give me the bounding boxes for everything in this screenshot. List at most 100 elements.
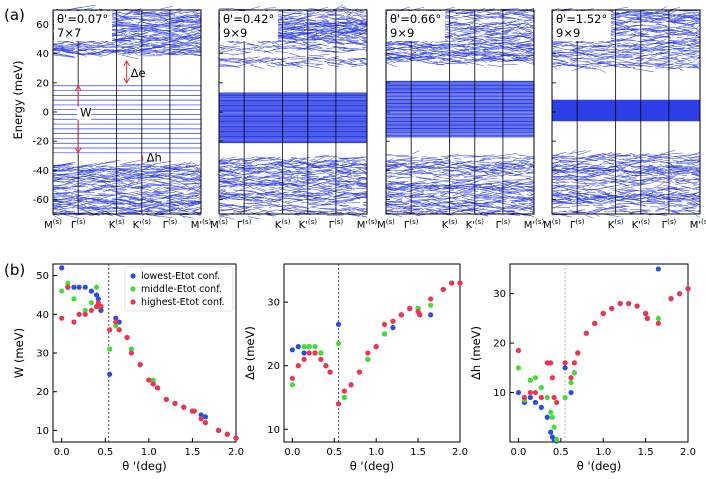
- data-point: [548, 429, 554, 435]
- band-line: [218, 56, 367, 68]
- data-point: [59, 288, 65, 294]
- y-tick-label: 10: [267, 425, 280, 436]
- kpoint-label: K'(s): [133, 218, 152, 231]
- data-point: [128, 350, 135, 356]
- y-tick-label: -40: [33, 166, 49, 177]
- data-point: [301, 344, 307, 350]
- band-line: [52, 193, 202, 201]
- band-line: [385, 51, 535, 64]
- data-point: [428, 312, 434, 318]
- data-point: [88, 300, 94, 306]
- data-point: [71, 319, 77, 325]
- band-line: [551, 50, 701, 61]
- data-point: [163, 396, 169, 403]
- data-point: [551, 424, 557, 430]
- band-line: [385, 200, 535, 211]
- kpoint-label: K'(s): [632, 218, 651, 231]
- data-point: [655, 266, 661, 272]
- kpoint-label: K(s): [275, 218, 291, 231]
- band-line: [385, 51, 535, 63]
- data-point: [128, 346, 135, 352]
- data-point: [306, 344, 312, 350]
- data-point: [548, 360, 554, 366]
- data-point: [562, 365, 568, 371]
- band-line: [218, 182, 368, 190]
- band-panel: -60 -40 -20 0 20 40 60 M(s) Γ(s) K(s) K'(s) Γ(s) M'(…: [33, 4, 212, 231]
- data-point: [154, 385, 161, 391]
- data-point: [82, 311, 88, 317]
- delta-h-label: Δh: [147, 151, 162, 165]
- band-line: [551, 182, 701, 194]
- w-label: W: [80, 105, 91, 119]
- band-line: [52, 170, 202, 181]
- data-point: [295, 344, 301, 350]
- band-line: [52, 179, 202, 191]
- data-point: [191, 408, 197, 414]
- band-line: [52, 170, 202, 181]
- x-tick-label: 2.0: [452, 447, 468, 458]
- band-line: [551, 152, 701, 160]
- band-line: [385, 201, 535, 212]
- band-line: [52, 190, 201, 196]
- data-point: [538, 385, 544, 391]
- data-point: [150, 377, 156, 383]
- x-tick-label: 0.5: [97, 447, 113, 458]
- data-point: [301, 356, 307, 362]
- data-point: [554, 436, 560, 443]
- data-point: [107, 327, 113, 333]
- data-point: [124, 334, 130, 341]
- band-line: [551, 175, 701, 186]
- band-line: [551, 40, 701, 53]
- kpoint-label: M'(s): [690, 218, 706, 231]
- band-line: [551, 204, 701, 211]
- band-line: [385, 157, 535, 171]
- cell-label: 7×7: [57, 26, 81, 40]
- band-line: [52, 163, 199, 178]
- kpoint-label: M(s): [44, 218, 62, 231]
- panel-b-label: (b): [4, 261, 25, 279]
- data-point: [390, 318, 396, 324]
- data-point: [318, 350, 324, 356]
- scatter-frame: [509, 263, 689, 443]
- band-line: [551, 179, 696, 187]
- data-point: [107, 371, 113, 377]
- kpoint-label: K'(s): [466, 218, 485, 231]
- data-point: [348, 382, 354, 388]
- x-tick-label: 1.5: [638, 447, 654, 458]
- data-point: [515, 365, 522, 371]
- x-tick-label: 1.5: [410, 447, 426, 458]
- band-line: [218, 195, 368, 205]
- data-point: [440, 286, 446, 293]
- legend-label: middle-Etot conf.: [141, 284, 222, 295]
- band-panel: M(s) Γ(s) K(s) K'(s) Γ(s) M'(s) θ'=1.52°9×9: [543, 6, 706, 231]
- data-point: [107, 346, 113, 352]
- angle-box: [54, 11, 112, 41]
- x-tick-label: 1.0: [368, 447, 384, 458]
- band-line: [218, 163, 368, 176]
- x-tick-label: 0.5: [553, 447, 569, 458]
- data-point: [215, 427, 222, 433]
- y-tick-label: 20: [36, 78, 49, 89]
- band-line: [551, 162, 701, 174]
- band-line: [218, 171, 368, 183]
- angle-label: θ'=1.52°: [556, 12, 607, 26]
- band-line: [218, 176, 368, 183]
- y-tick-label: 40: [36, 310, 49, 321]
- data-point: [668, 296, 674, 302]
- data-point: [575, 350, 581, 356]
- angle-label: θ'=0.42°: [223, 12, 274, 26]
- band-panel: M(s) Γ(s) K(s) K'(s) Γ(s) M'(s) θ'=0.66°9×9: [377, 6, 545, 231]
- data-point: [172, 400, 178, 406]
- data-point: [98, 307, 104, 314]
- kpoint-label: K(s): [608, 218, 624, 231]
- kpoint-label: M'(s): [191, 218, 212, 231]
- data-point: [532, 399, 539, 406]
- data-point: [88, 307, 94, 314]
- data-point: [554, 399, 560, 406]
- band-line: [385, 184, 535, 193]
- data-point: [544, 414, 550, 420]
- data-point: [549, 375, 555, 381]
- band-line: [551, 172, 701, 185]
- cell-label: 9×9: [556, 26, 580, 40]
- data-point: [544, 394, 550, 401]
